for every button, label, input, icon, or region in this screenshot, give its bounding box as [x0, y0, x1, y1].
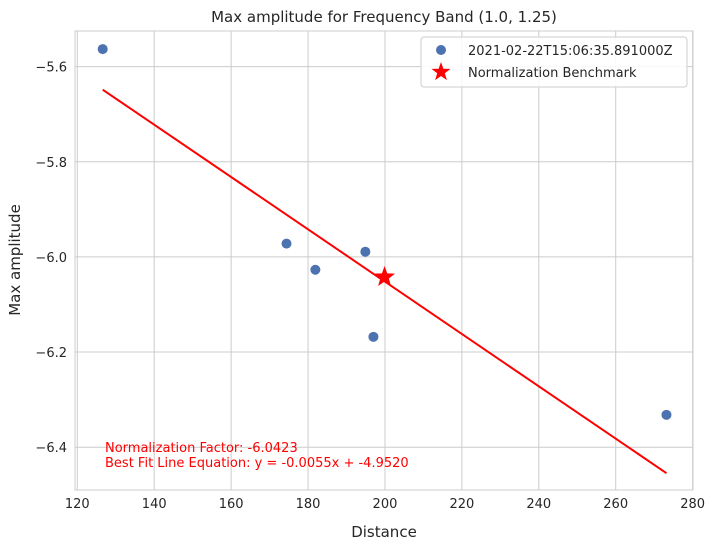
x-tick-label: 200 — [373, 497, 398, 512]
legend: 2021-02-22T15:06:35.891000Z Normalizatio… — [420, 36, 688, 88]
y-tick-label: −5.8 — [35, 156, 67, 171]
data-points — [97, 44, 672, 420]
x-tick-label: 120 — [65, 497, 90, 512]
y-tick-label: −6.2 — [35, 346, 67, 361]
x-axis-label: Distance — [351, 523, 417, 541]
grid-lines — [75, 31, 694, 490]
legend-label-benchmark: Normalization Benchmark — [468, 66, 637, 81]
legend-marker-star — [431, 62, 451, 81]
y-axis-label: Max amplitude — [6, 204, 24, 316]
annotations: Normalization Factor: -6.0423 Best Fit L… — [105, 441, 409, 471]
x-tick-label: 240 — [526, 497, 551, 512]
scatter-point — [360, 246, 371, 257]
scatter-point — [281, 238, 292, 249]
plot-area — [74, 30, 694, 491]
legend-box — [420, 36, 688, 88]
legend-label-scatter: 2021-02-22T15:06:35.891000Z — [468, 44, 673, 59]
x-tick-label: 180 — [296, 497, 321, 512]
y-tick-labels: −5.6 −5.8 −6.0 −6.2 −6.4 — [35, 61, 67, 457]
x-tick-label: 160 — [219, 497, 244, 512]
y-tick-label: −6.4 — [35, 441, 67, 456]
x-tick-label: 280 — [680, 497, 705, 512]
scatter-point — [310, 264, 321, 275]
y-tick-label: −6.0 — [35, 251, 67, 266]
x-tick-label: 140 — [142, 497, 167, 512]
x-tick-label: 260 — [603, 497, 628, 512]
scatter-point — [97, 44, 108, 55]
x-tick-label: 220 — [449, 497, 474, 512]
y-tick-label: −5.6 — [35, 61, 67, 76]
legend-marker-scatter — [436, 45, 446, 55]
scatter-point — [661, 409, 672, 420]
x-tick-labels: 120 140 160 180 200 220 240 260 280 — [65, 497, 705, 512]
chart-title: Max amplitude for Frequency Band (1.0, 1… — [211, 8, 557, 26]
annotation-normalization-factor: Normalization Factor: -6.0423 — [105, 441, 298, 456]
scatter-point — [368, 331, 379, 342]
benchmark-star — [374, 266, 396, 286]
annotation-fit-equation: Best Fit Line Equation: y = -0.0055x + -… — [105, 456, 409, 471]
